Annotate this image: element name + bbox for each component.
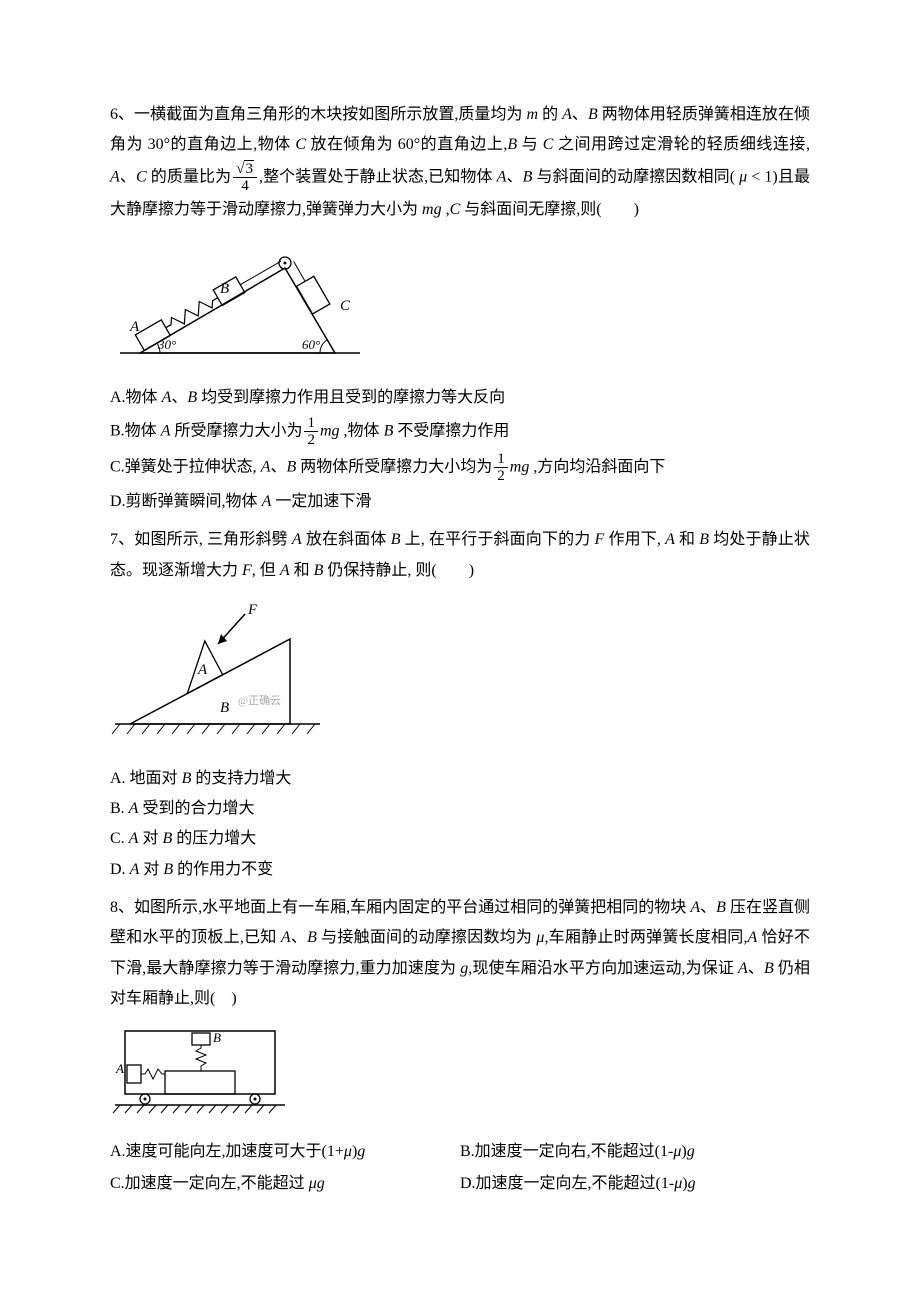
q8-optB: B.加速度一定向右,不能超过(1-μ)g (460, 1137, 810, 1167)
q6-figure: A B C 30° 60° (110, 233, 810, 374)
q6-C2: C (543, 136, 554, 153)
q7-optA: A. 地面对 B 的支持力增大 (110, 764, 460, 794)
q6-half-1: 12 (304, 415, 318, 449)
q6-C4: C (450, 201, 461, 218)
q6-C3: C (136, 168, 147, 185)
q7-fig-B: B (220, 700, 229, 716)
q8-optA: A.速度可能向左,加速度可大于(1+μ)g (110, 1137, 460, 1167)
q6-fig-A: A (129, 319, 140, 335)
q6-options: A.物体 A、B 均受到摩擦力作用且受到的摩擦力等大反向 B.物体 A 所受摩擦… (110, 383, 810, 518)
q7-fig-A: A (197, 662, 208, 678)
q6-A2: A (110, 168, 120, 185)
q6-t11: 、 (506, 168, 522, 185)
q8-fig-A: A (115, 1061, 124, 1076)
q6-num: 6、 (110, 106, 134, 123)
q7-fig-F: F (247, 602, 258, 618)
q7-optC: C. A 对 B 的压力增大 (110, 824, 390, 854)
q6-t8: 、 (120, 168, 136, 185)
q7-watermark: @正确云 (238, 694, 281, 707)
q6-sqrt3: 3 (244, 160, 254, 177)
q6-t3: 、 (572, 106, 588, 123)
q6-B3: B (523, 168, 533, 185)
q6-fig-C: C (340, 298, 351, 314)
q6-B1: B (588, 106, 598, 123)
q6-t5: 放在倾角为 60°的直角边上, (306, 136, 507, 153)
q6-A3: A (497, 168, 507, 185)
q6-svg: A B C 30° 60° (110, 233, 370, 363)
q7-figure: A B F @正确云 (110, 594, 810, 755)
q6-m: m (527, 106, 539, 123)
q6-optC: C.弹簧处于拉伸状态, A、B 两物体所受摩擦力大小均为12mg ,方向均沿斜面… (110, 451, 810, 485)
q6-fig-B: B (220, 281, 229, 297)
q6-t7: 之间用跨过定滑轮的轻质细线连接, (553, 136, 810, 153)
question-8: 8、如图所示,水平地面上有一车厢,车厢内固定的平台通过相同的弹簧把相同的物块 A… (110, 893, 810, 1200)
question-6: 6、一横截面为直角三角形的木块按如图所示放置,质量均为 m 的 A、B 两物体用… (110, 100, 810, 517)
q6-t10: ,整个装置处于静止状态,已知物体 (259, 168, 497, 185)
q6-lt1: < 1 (747, 168, 772, 185)
q6-t9: 的质量比为 (147, 168, 232, 185)
q8-text: 8、如图所示,水平地面上有一车厢,车厢内固定的平台通过相同的弹簧把相同的物块 A… (110, 893, 810, 1015)
q8-num: 8、 (110, 899, 134, 916)
q6-t1: 一横截面为直角三角形的木块按如图所示放置,质量均为 (134, 106, 526, 123)
q7-options: A. 地面对 B 的支持力增大 B. A 受到的合力增大 C. A 对 B 的压… (110, 764, 810, 886)
q8-fig-B: B (213, 1030, 221, 1045)
q8-options: A.速度可能向左,加速度可大于(1+μ)g B.加速度一定向右,不能超过(1-μ… (110, 1137, 810, 1200)
q6-t2: 的 (538, 106, 562, 123)
q6-half-2: 12 (494, 451, 508, 485)
q6-optB: B.物体 A 所受摩擦力大小为12mg ,物体 B 不受摩擦力作用 (110, 415, 810, 449)
q8-svg: A B (110, 1023, 290, 1118)
q6-B2: B (507, 136, 517, 153)
q6-optA: A.物体 A、B 均受到摩擦力作用且受到的摩擦力等大反向 (110, 383, 810, 413)
q6-fig-60: 60° (302, 337, 320, 352)
q6-t12: 与斜面间的动摩擦因数相同( (532, 168, 739, 185)
q6-t6: 与 (517, 136, 543, 153)
q7-text: 7、如图所示, 三角形斜劈 A 放在斜面体 B 上, 在平行于斜面向下的力 F … (110, 525, 810, 586)
q6-A1: A (562, 106, 572, 123)
q6-C1: C (295, 136, 306, 153)
question-7: 7、如图所示, 三角形斜劈 A 放在斜面体 B 上, 在平行于斜面向下的力 F … (110, 525, 810, 885)
q6-t15: 与斜面间无摩擦,则( ) (460, 201, 639, 218)
q6-mg: mg (422, 201, 442, 218)
q6-mu: μ (739, 168, 747, 185)
q7-svg: A B F @正确云 (110, 594, 330, 744)
q8-optD: D.加速度一定向左,不能超过(1-μ)g (460, 1169, 810, 1199)
q6-den4: 4 (233, 178, 257, 195)
q7-optD: D. A 对 B 的作用力不变 (110, 855, 530, 885)
q8-figure: A B (110, 1023, 810, 1129)
q6-optD: D.剪断弹簧瞬间,物体 A 一定加速下滑 (110, 487, 810, 517)
q6-frac-sqrt3-4: 34 (233, 161, 257, 195)
q6-text: 6、一横截面为直角三角形的木块按如图所示放置,质量均为 m 的 A、B 两物体用… (110, 100, 810, 225)
q7-optB: B. A 受到的合力增大 (110, 794, 460, 824)
q7-num: 7、 (110, 531, 134, 548)
q8-optC: C.加速度一定向左,不能超过 μg (110, 1169, 460, 1199)
q6-t14: , (442, 201, 450, 218)
